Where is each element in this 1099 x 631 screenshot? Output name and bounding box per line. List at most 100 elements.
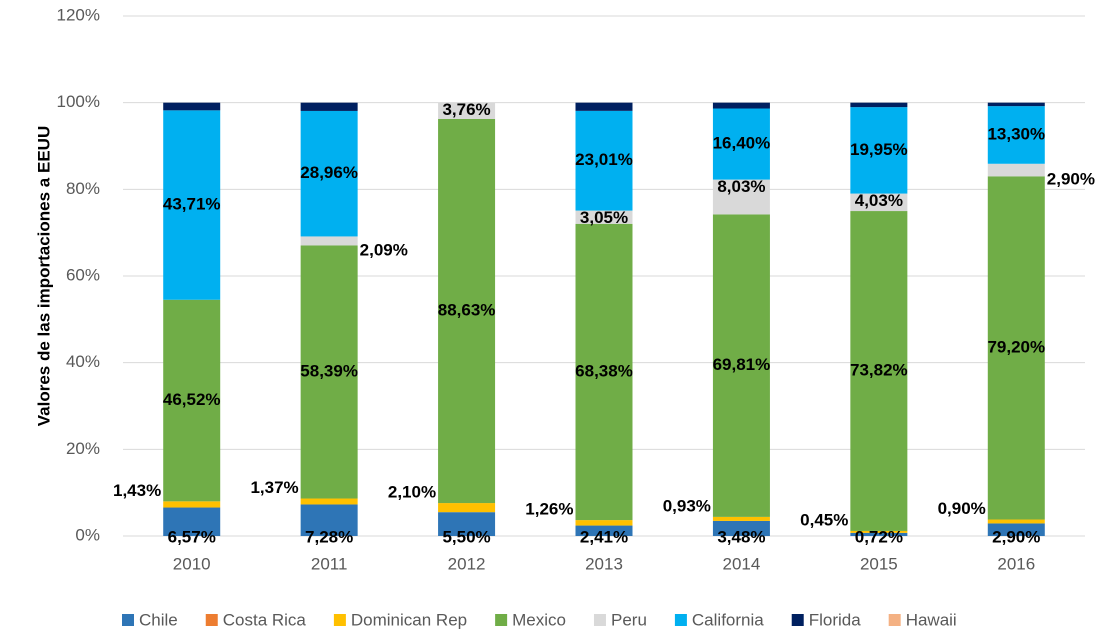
data-label: 13,30% bbox=[987, 124, 1045, 143]
bar-segment bbox=[575, 223, 633, 521]
bar-segment bbox=[300, 498, 358, 505]
data-label: 0,93% bbox=[663, 496, 711, 515]
data-label: 8,03% bbox=[717, 177, 765, 196]
data-label: 43,71% bbox=[163, 195, 221, 214]
bar-segment bbox=[575, 102, 633, 111]
bar-segment bbox=[300, 110, 358, 237]
x-tick-label: 2013 bbox=[585, 554, 623, 573]
y-tick-label: 0% bbox=[75, 525, 100, 544]
data-label: 28,96% bbox=[300, 163, 358, 182]
data-label: 69,81% bbox=[713, 355, 771, 374]
bar-segment bbox=[438, 503, 496, 513]
x-tick-label: 2014 bbox=[723, 554, 761, 573]
bar-segment bbox=[300, 236, 358, 246]
legend-swatch bbox=[495, 614, 508, 626]
data-label: 1,26% bbox=[525, 500, 573, 519]
data-label: 7,28% bbox=[305, 527, 353, 546]
data-label: 3,76% bbox=[442, 100, 490, 119]
y-tick-label: 120% bbox=[57, 5, 100, 24]
data-label: 88,63% bbox=[438, 301, 496, 320]
bar-segment bbox=[163, 102, 221, 111]
y-tick-label: 60% bbox=[66, 265, 100, 284]
legend-swatch bbox=[593, 614, 606, 626]
bar-segment bbox=[987, 176, 1045, 520]
x-tick-label: 2010 bbox=[173, 554, 211, 573]
bar-segment bbox=[300, 102, 358, 111]
x-tick-label: 2015 bbox=[860, 554, 898, 573]
bar-segment bbox=[163, 501, 221, 508]
data-label: 0,72% bbox=[855, 527, 903, 546]
bar-segment bbox=[575, 210, 633, 224]
data-label: 0,90% bbox=[938, 499, 986, 518]
data-label: 58,39% bbox=[300, 361, 358, 380]
data-label: 23,01% bbox=[575, 150, 633, 169]
data-label: 16,40% bbox=[713, 134, 771, 153]
data-label: 0,45% bbox=[800, 510, 848, 529]
data-label: 2,90% bbox=[1047, 170, 1095, 189]
bar-segment bbox=[987, 519, 1045, 524]
data-label: 5,50% bbox=[442, 527, 490, 546]
bar-segment bbox=[163, 507, 221, 536]
bar-segment bbox=[163, 299, 221, 502]
bar-segment bbox=[575, 520, 633, 526]
bar-segment bbox=[987, 106, 1045, 164]
bar-segment bbox=[850, 102, 908, 108]
bar-segment bbox=[712, 214, 770, 517]
legend-label: Peru bbox=[611, 610, 647, 629]
bar-segment bbox=[438, 119, 496, 504]
data-label: 46,52% bbox=[163, 390, 221, 409]
data-label: 73,82% bbox=[850, 360, 908, 379]
y-tick-label: 20% bbox=[66, 439, 100, 458]
data-label: 3,48% bbox=[717, 527, 765, 546]
legend-swatch bbox=[122, 614, 134, 626]
data-label: 2,41% bbox=[580, 527, 628, 546]
bar-segment bbox=[850, 107, 908, 194]
bar-segment bbox=[850, 193, 908, 212]
legend-label: Hawaii bbox=[906, 610, 957, 629]
legend-swatch bbox=[333, 614, 346, 626]
bar-segment bbox=[850, 211, 908, 531]
bar-segment bbox=[300, 504, 358, 536]
legend-label: Costa Rica bbox=[223, 610, 307, 629]
bar-segment bbox=[438, 512, 496, 536]
legend-label: Dominican Rep bbox=[351, 610, 467, 629]
data-label: 2,90% bbox=[992, 527, 1040, 546]
legend-label: Florida bbox=[809, 610, 862, 629]
bar-segment bbox=[575, 110, 633, 211]
legend-label: Mexico bbox=[512, 610, 566, 629]
data-label: 2,10% bbox=[388, 483, 436, 502]
bar-segment bbox=[712, 179, 770, 215]
data-label: 1,37% bbox=[250, 478, 298, 497]
data-label: 79,20% bbox=[987, 337, 1045, 356]
data-label: 19,95% bbox=[850, 140, 908, 159]
bar-segment bbox=[575, 525, 633, 536]
legend-label: Chile bbox=[139, 610, 178, 629]
data-label: 2,09% bbox=[360, 240, 408, 259]
data-label: 6,57% bbox=[168, 527, 216, 546]
bar-segment bbox=[987, 523, 1045, 536]
legend-swatch bbox=[791, 614, 804, 626]
legend-swatch bbox=[674, 614, 687, 626]
bar-segment bbox=[712, 520, 770, 536]
data-label: 68,38% bbox=[575, 361, 633, 380]
y-axis-title: Valores de las importaciones a EEUU bbox=[34, 126, 53, 426]
x-tick-label: 2011 bbox=[311, 554, 348, 573]
bar-segment bbox=[712, 516, 770, 521]
bar-segment bbox=[712, 102, 770, 109]
bar-segment bbox=[300, 245, 358, 499]
data-label: 1,43% bbox=[113, 481, 161, 500]
x-tick-label: 2012 bbox=[448, 554, 486, 573]
bar-segment bbox=[987, 102, 1045, 107]
y-tick-label: 40% bbox=[66, 352, 100, 371]
legend-label: California bbox=[692, 610, 764, 629]
bar-segment bbox=[850, 532, 908, 536]
data-label: 3,05% bbox=[580, 208, 628, 227]
bar-segment bbox=[987, 163, 1045, 177]
legend-swatch bbox=[888, 614, 901, 626]
bar-segment bbox=[850, 530, 908, 533]
bar-segment bbox=[712, 108, 770, 180]
y-tick-label: 80% bbox=[66, 179, 100, 198]
bar-segment bbox=[163, 110, 221, 300]
data-label: 4,03% bbox=[855, 191, 903, 210]
